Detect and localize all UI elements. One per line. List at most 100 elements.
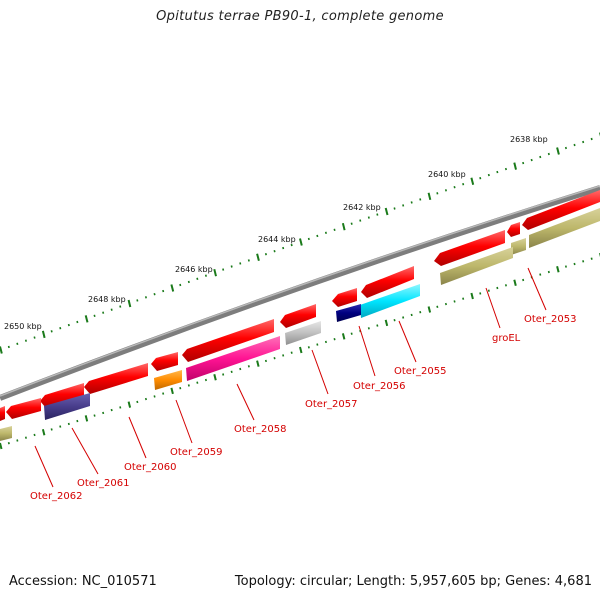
minor-tick [273, 250, 276, 253]
major-tick [341, 222, 346, 231]
minor-tick [504, 284, 507, 287]
kbp-label: 2642 kbp [343, 203, 381, 212]
gene-block-pink[interactable] [186, 336, 280, 381]
gene-block-olive[interactable] [440, 247, 513, 285]
minor-tick [273, 357, 276, 360]
minor-tick [59, 425, 62, 428]
minor-tick [444, 189, 447, 192]
major-tick [84, 315, 89, 323]
gene-arrow[interactable] [361, 266, 414, 298]
minor-tick [230, 370, 233, 373]
minor-tick [67, 422, 70, 426]
minor-tick [247, 259, 250, 262]
forward-strand-genes [0, 190, 600, 421]
minor-tick [136, 299, 139, 302]
minor-tick [204, 378, 207, 382]
major-tick [427, 192, 432, 201]
gene-arrow[interactable] [507, 222, 520, 237]
minor-tick [573, 262, 576, 266]
gene-arrow[interactable] [151, 352, 178, 371]
minor-tick [290, 243, 293, 247]
gene-block-orange[interactable] [154, 370, 182, 390]
minor-tick [239, 262, 242, 265]
major-tick [384, 207, 389, 216]
minor-tick [144, 397, 147, 401]
gene-block-olive[interactable] [529, 208, 600, 248]
minor-tick [93, 314, 96, 317]
gene-arrow[interactable] [434, 230, 505, 266]
major-tick [299, 346, 303, 354]
gene-label: Oter_2061 [77, 478, 130, 489]
major-tick [41, 428, 46, 436]
minor-tick [367, 216, 370, 219]
gene-block-olive[interactable] [511, 238, 526, 255]
minor-tick [16, 342, 19, 345]
gene-label: Oter_2055 [394, 366, 447, 377]
minor-tick [230, 265, 233, 268]
minor-tick [359, 219, 362, 222]
major-tick [299, 238, 303, 246]
gene-arrow[interactable] [280, 304, 316, 328]
minor-tick [307, 237, 310, 241]
minor-tick [539, 155, 542, 159]
minor-tick [316, 234, 319, 238]
minor-tick [33, 433, 36, 437]
minor-tick [204, 274, 207, 277]
topology-text: Topology: circular; Length: 5,957,605 bp… [234, 574, 592, 589]
minor-tick [590, 257, 593, 260]
gene-arrow[interactable] [6, 398, 41, 419]
major-tick [170, 284, 175, 292]
accession-text: Accession: NC_010571 [9, 574, 157, 589]
minor-tick [33, 336, 36, 339]
minor-tick [393, 319, 396, 322]
major-tick [513, 279, 517, 286]
gene-arrow[interactable] [40, 383, 84, 408]
gene-arrow[interactable] [84, 363, 148, 394]
major-tick [470, 292, 474, 300]
minor-tick [136, 400, 139, 404]
reverse-strand-genes [0, 208, 600, 441]
gene-block-navy[interactable] [336, 304, 361, 322]
minor-tick [59, 327, 62, 330]
minor-tick [76, 320, 79, 324]
gene-block-cyan[interactable] [360, 284, 420, 318]
major-tick [513, 162, 517, 170]
minor-tick [419, 198, 422, 201]
minor-tick [367, 327, 370, 330]
gene-arrow[interactable] [332, 288, 357, 307]
major-tick [84, 415, 89, 422]
minor-tick [162, 392, 165, 395]
kbp-label: 2648 kbp [88, 295, 126, 304]
major-tick [0, 442, 3, 450]
kbp-label: 2640 kbp [428, 170, 466, 179]
minor-tick [539, 273, 542, 276]
minor-tick [179, 387, 182, 390]
gene-block-purple[interactable] [44, 393, 90, 420]
minor-tick [110, 308, 113, 311]
minor-tick [376, 324, 379, 327]
minor-tick [24, 339, 27, 342]
major-tick [470, 177, 475, 185]
minor-tick [307, 346, 310, 349]
minor-tick [282, 246, 285, 250]
gene-block-gray[interactable] [285, 321, 321, 345]
minor-tick [582, 140, 585, 144]
minor-tick [222, 268, 225, 271]
minor-tick [479, 292, 482, 295]
minor-tick [7, 442, 10, 445]
minor-tick [487, 289, 490, 292]
minor-tick [119, 305, 122, 308]
minor-tick [522, 161, 525, 165]
gene-label: Oter_2058 [234, 424, 287, 435]
minor-tick [119, 406, 122, 409]
gene-arrow[interactable] [522, 190, 600, 230]
major-tick [127, 401, 132, 408]
gene-arrow[interactable] [182, 319, 274, 362]
minor-tick [187, 280, 190, 284]
minor-tick [573, 143, 576, 147]
gene-arrow[interactable] [0, 406, 5, 421]
minor-tick [444, 302, 447, 306]
gene-block-olive[interactable] [0, 426, 12, 441]
minor-tick [324, 231, 327, 234]
minor-tick [462, 297, 465, 300]
